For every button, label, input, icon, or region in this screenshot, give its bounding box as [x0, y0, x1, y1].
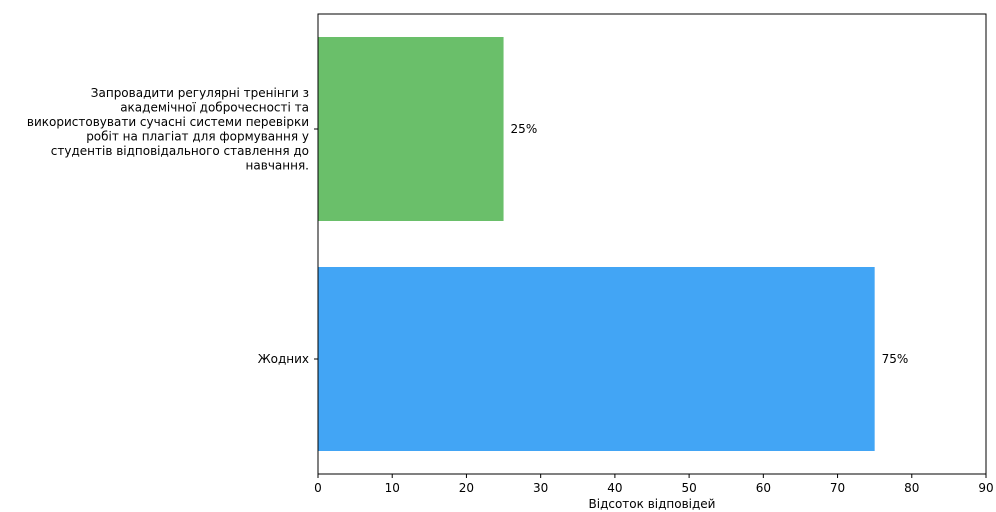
x-tick-label: 70 — [830, 481, 845, 495]
x-tick-label: 40 — [607, 481, 622, 495]
category-label: Запровадити регулярні тренінги з академіч… — [27, 86, 309, 173]
x-axis-ticks: 0 10 20 30 40 50 60 70 80 90 — [314, 474, 994, 495]
category-label: Жодних — [258, 352, 309, 366]
x-tick-label: 30 — [533, 481, 548, 495]
x-tick-label: 60 — [756, 481, 771, 495]
category-label-line: студентів відповідального ставлення до — [51, 144, 309, 158]
x-tick-label: 80 — [904, 481, 919, 495]
x-tick-label: 50 — [681, 481, 696, 495]
category-label-line: академічної доброчесності та — [120, 100, 309, 114]
category-label-line: навчання. — [246, 158, 309, 172]
bars-layer — [318, 37, 875, 451]
bar-1 — [318, 267, 875, 451]
bar-value-label: 25% — [511, 122, 538, 136]
x-tick-label: 0 — [314, 481, 322, 495]
x-tick-label: 10 — [385, 481, 400, 495]
category-label-line: Жодних — [258, 352, 309, 366]
category-label-line: робіт на плагіат для формування у — [86, 129, 309, 143]
x-tick-label: 90 — [978, 481, 993, 495]
bar-0 — [318, 37, 504, 221]
x-axis-label: Відсоток відповідей — [589, 497, 716, 511]
category-label-line: використовувати сучасні системи перевірк… — [27, 115, 309, 129]
bar-value-label: 75% — [882, 352, 909, 366]
data-labels: 25% 75% — [511, 122, 909, 366]
y-axis-categories: Запровадити регулярні тренінги з академіч… — [27, 86, 318, 366]
plot-frame — [317, 13, 987, 475]
x-tick-label: 20 — [459, 481, 474, 495]
category-label-line: Запровадити регулярні тренінги з — [91, 86, 309, 100]
